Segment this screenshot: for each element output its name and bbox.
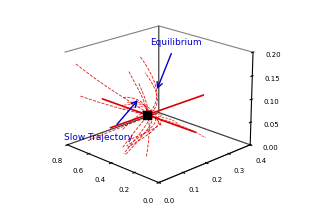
Text: Slow Trajectory: Slow Trajectory bbox=[65, 133, 133, 142]
Text: Equilibrium: Equilibrium bbox=[151, 38, 202, 47]
